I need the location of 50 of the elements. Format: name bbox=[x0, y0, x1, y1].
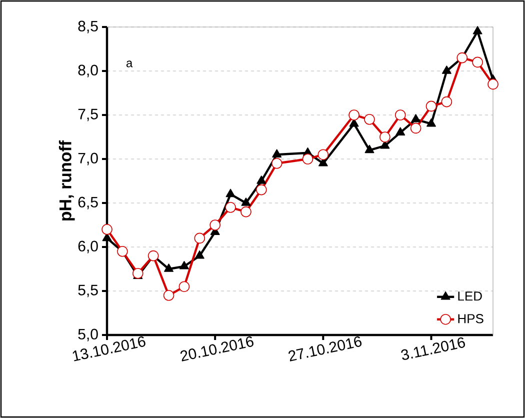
point bbox=[488, 78, 498, 90]
point bbox=[272, 149, 282, 158]
point bbox=[194, 232, 206, 244]
x-tick-label: 3.11.2016 bbox=[401, 337, 465, 360]
point bbox=[241, 198, 251, 206]
point bbox=[256, 184, 267, 196]
point bbox=[426, 118, 436, 127]
point bbox=[271, 158, 282, 169]
point bbox=[426, 100, 437, 112]
point bbox=[163, 290, 174, 301]
point bbox=[380, 132, 390, 142]
point bbox=[210, 220, 220, 230]
point bbox=[302, 154, 314, 164]
point bbox=[318, 149, 329, 160]
point bbox=[178, 281, 190, 292]
point bbox=[256, 176, 266, 184]
annotation: a bbox=[126, 60, 133, 68]
point bbox=[442, 66, 452, 74]
point bbox=[132, 268, 144, 279]
point bbox=[364, 114, 375, 125]
point bbox=[225, 202, 236, 213]
legend-label: HPS bbox=[458, 314, 484, 324]
point bbox=[102, 224, 112, 235]
point bbox=[456, 52, 468, 64]
y-tick-label: 7,0 bbox=[78, 152, 98, 166]
point bbox=[472, 56, 483, 68]
point bbox=[411, 114, 421, 122]
point bbox=[318, 158, 328, 166]
point bbox=[240, 206, 252, 218]
point bbox=[179, 260, 189, 270]
point bbox=[441, 96, 452, 108]
point bbox=[148, 250, 159, 262]
y-tick-label: 8,0 bbox=[78, 64, 98, 78]
y-tick-label: 8,5 bbox=[78, 20, 98, 34]
point bbox=[364, 144, 374, 154]
y-tick-label: 6,5 bbox=[78, 196, 98, 210]
y-tick-label: 6,0 bbox=[78, 240, 98, 254]
point bbox=[164, 264, 174, 272]
point bbox=[194, 250, 204, 259]
point bbox=[117, 246, 128, 257]
y-tick-label: 5,5 bbox=[78, 284, 98, 298]
legend-label: LED bbox=[458, 292, 482, 301]
point bbox=[394, 110, 406, 120]
y-tick-label: 7,5 bbox=[78, 108, 98, 122]
point bbox=[348, 110, 360, 120]
y-axis-title: pH, runoff bbox=[58, 140, 75, 220]
point bbox=[396, 127, 406, 136]
point bbox=[226, 188, 236, 198]
point bbox=[472, 26, 482, 34]
point bbox=[410, 122, 422, 134]
